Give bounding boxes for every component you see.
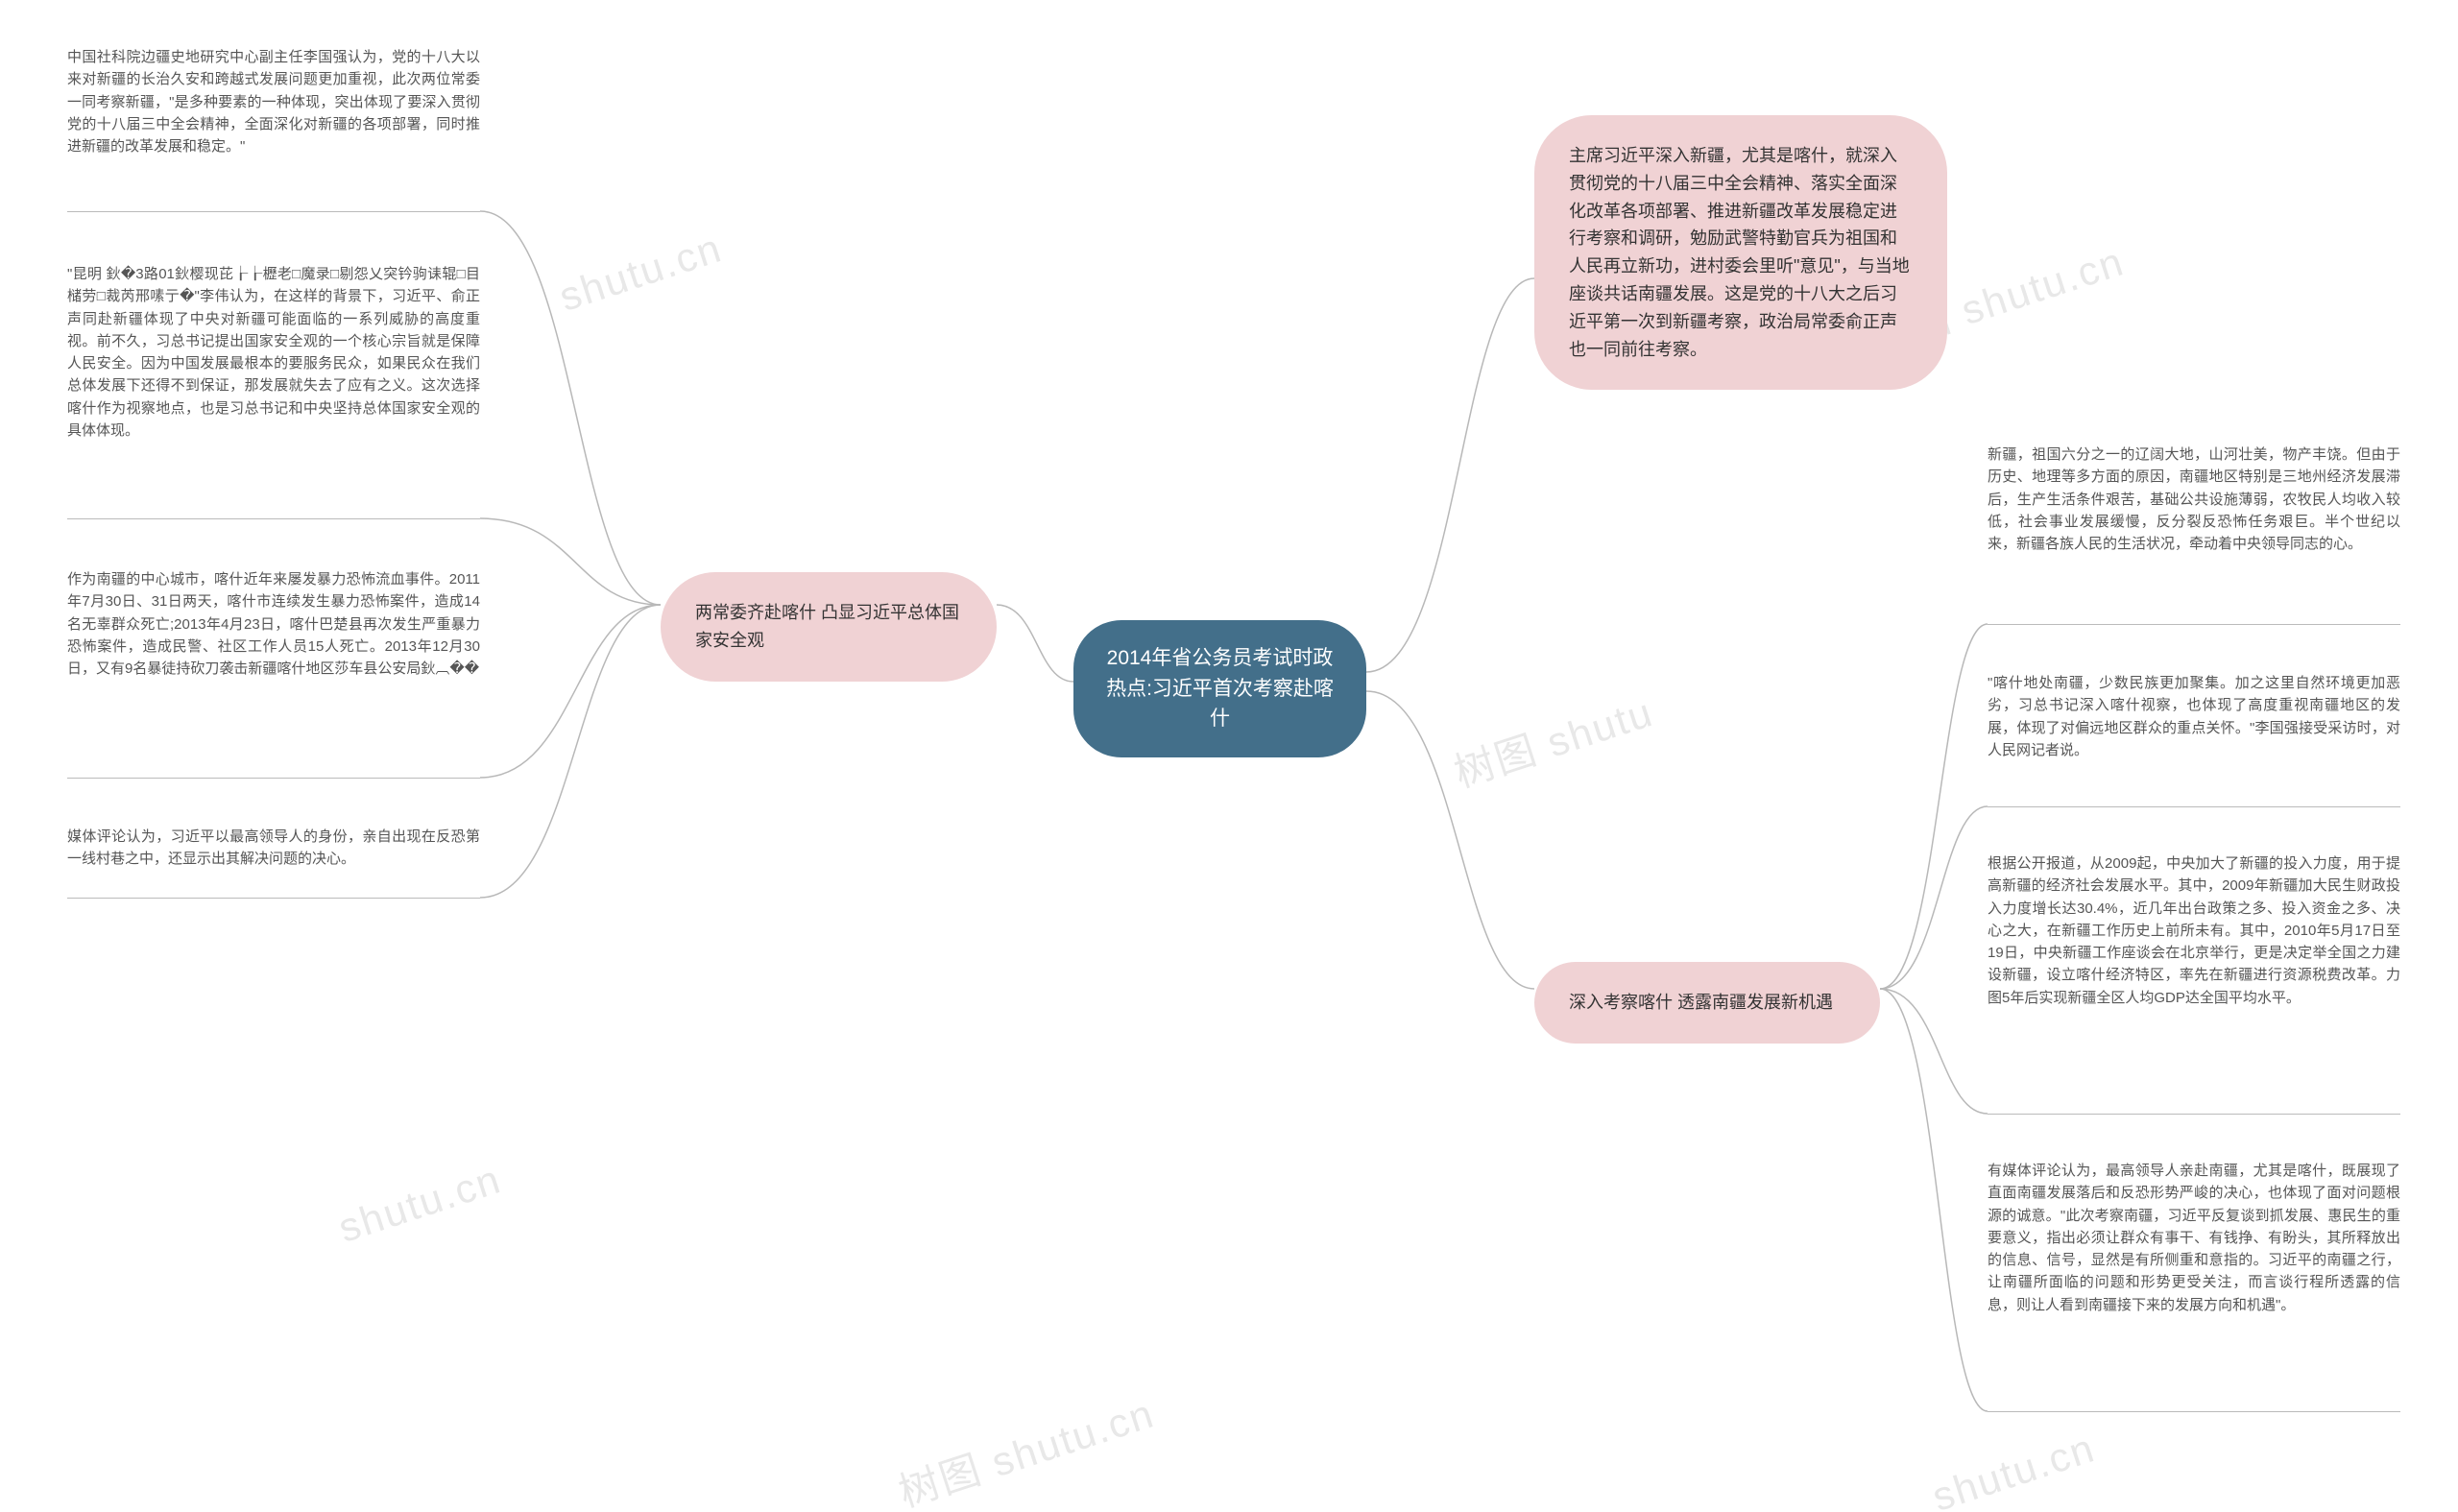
leaf-underline <box>67 778 480 779</box>
branch-right-bottom[interactable]: 深入考察喀什 透露南疆发展新机遇 <box>1534 962 1880 1044</box>
watermark: shutu.cn <box>554 225 728 321</box>
watermark: shutu.cn <box>1927 1425 2101 1512</box>
mindmap-center[interactable]: 2014年省公务员考试时政热点:习近平首次考察赴喀什 <box>1073 620 1366 757</box>
leaf-underline <box>1988 1114 2400 1115</box>
watermark: 树图 shutu <box>1446 680 1660 799</box>
branch-right-top[interactable]: 主席习近平深入新疆，尤其是喀什，就深入贯彻党的十八届三中全会精神、落实全面深化改… <box>1534 115 1947 390</box>
watermark: shutu.cn <box>333 1156 507 1252</box>
branch-left[interactable]: 两常委齐赴喀什 凸显习近平总体国家安全观 <box>661 572 997 682</box>
leaf-right-1: "喀什地处南疆，少数民族更加聚集。加之这里自然环境更加恶劣，习总书记深入喀什视察… <box>1988 672 2400 761</box>
leaf-underline <box>1988 806 2400 807</box>
leaf-right-3: 有媒体评论认为，最高领导人亲赴南疆，尤其是喀什，既展现了直面南疆发展落后和反恐形… <box>1988 1160 2400 1316</box>
leaf-left-3: 媒体评论认为，习近平以最高领导人的身份，亲自出现在反恐第一线村巷之中，还显示出其… <box>67 826 480 871</box>
leaf-underline <box>1988 624 2400 625</box>
leaf-left-1: "昆明 鈥�3路01鈥樱现芘┟┟櫪老□魔录□剔怨乂突钤驹诔辊□目槠劳□裁芮邢嗉亍… <box>67 263 480 442</box>
leaf-underline <box>67 518 480 519</box>
leaf-right-0: 新疆，祖国六分之一的辽阔大地，山河壮美，物产丰饶。但由于历史、地理等多方面的原因… <box>1988 444 2400 555</box>
leaf-left-2: 作为南疆的中心城市，喀什近年来屡发暴力恐怖流血事件。2011年7月30日、31日… <box>67 568 480 680</box>
watermark: 树图 shutu.cn <box>890 1381 1161 1512</box>
leaf-underline <box>67 211 480 212</box>
leaf-left-0: 中国社科院边疆史地研究中心副主任李国强认为，党的十八大以来对新疆的长治久安和跨越… <box>67 46 480 157</box>
leaf-underline <box>1988 1411 2400 1412</box>
leaf-underline <box>67 898 480 899</box>
leaf-right-2: 根据公开报道，从2009起，中央加大了新疆的投入力度，用于提高新疆的经济社会发展… <box>1988 852 2400 1009</box>
